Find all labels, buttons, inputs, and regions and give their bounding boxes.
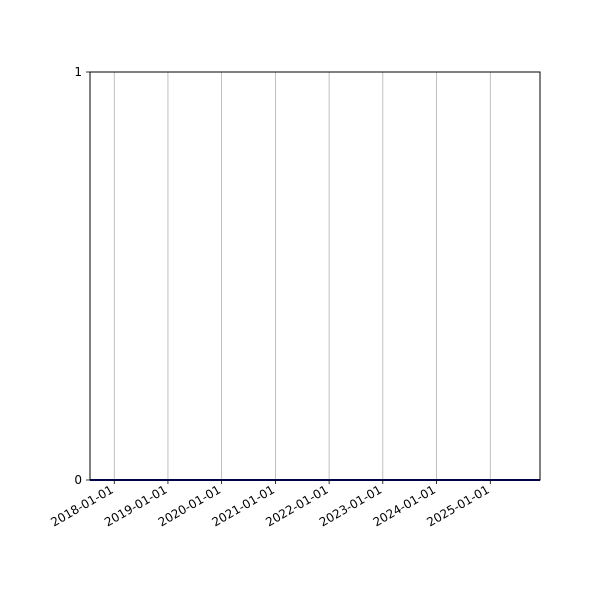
y-tick-label: 1 — [74, 65, 82, 79]
y-axis: 01 — [74, 65, 90, 487]
plot-frame — [89, 71, 541, 481]
y-tick-label: 0 — [74, 473, 82, 487]
grid — [113, 72, 491, 480]
x-axis: 2018-01-012019-01-012020-01-012021-01-01… — [48, 480, 492, 529]
